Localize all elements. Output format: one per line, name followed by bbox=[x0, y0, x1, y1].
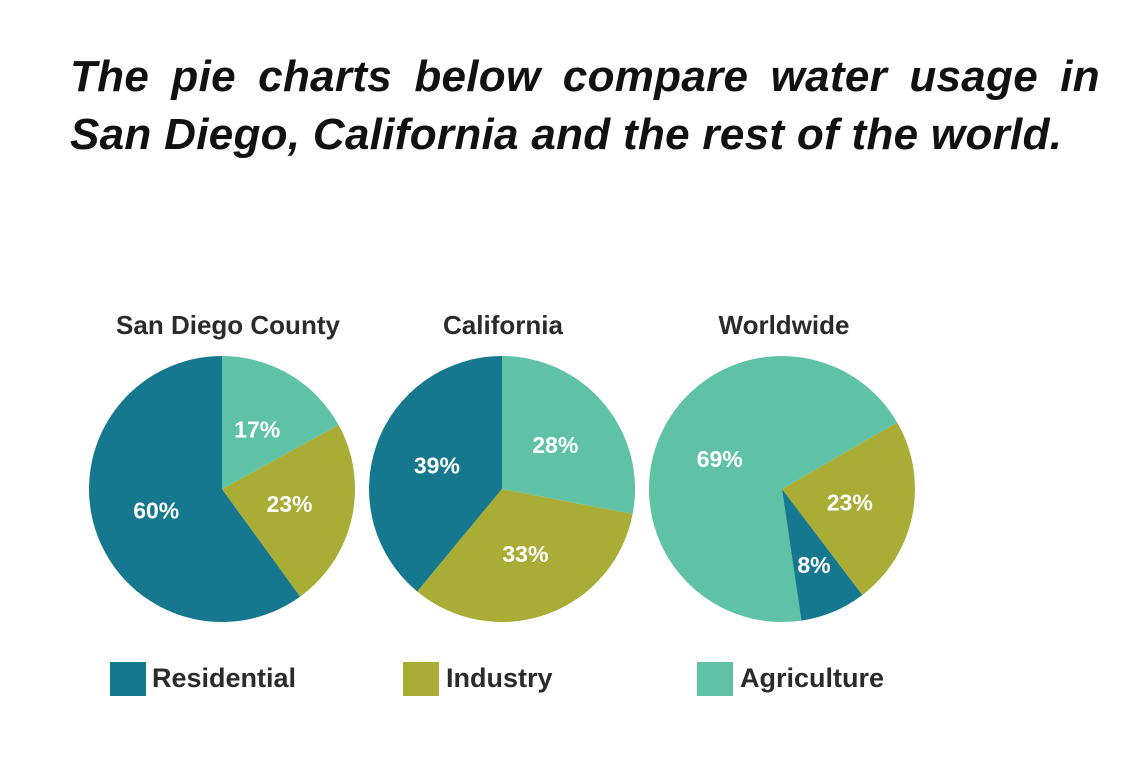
pie-title-worldwide: Worldwide bbox=[719, 310, 850, 340]
pie-title-san-diego-county: San Diego County bbox=[116, 310, 340, 340]
slice-label-california-industry: 33% bbox=[502, 541, 548, 567]
slice-label-worldwide-residential: 8% bbox=[797, 552, 830, 578]
slice-label-worldwide-agriculture: 69% bbox=[697, 446, 743, 472]
pie-slice-worldwide-agriculture bbox=[649, 356, 898, 622]
pie-slice-california-agriculture bbox=[502, 356, 635, 514]
pie-slice-california-industry bbox=[417, 489, 633, 623]
slice-label-san-diego-county-residential: 60% bbox=[133, 497, 179, 523]
slice-label-california-agriculture: 28% bbox=[532, 432, 578, 458]
page-heading: The pie charts below compare water usage… bbox=[70, 52, 1100, 159]
slice-label-san-diego-county-industry: 23% bbox=[266, 491, 312, 517]
slice-label-worldwide-industry: 23% bbox=[827, 490, 873, 516]
pie-slice-san-diego-county-residential bbox=[89, 356, 301, 622]
legend: Residential Industry Agriculture bbox=[110, 662, 884, 696]
pie-chart-worldwide: Worldwide 23% 8% 69% bbox=[649, 310, 916, 622]
pie-chart-california: California 28% 33% 39% bbox=[368, 310, 635, 623]
pie-chart-san-diego-county: San Diego County 17% 23% 60% bbox=[89, 310, 355, 622]
legend-swatch-residential bbox=[110, 662, 146, 696]
pie-slice-worldwide-residential bbox=[782, 489, 863, 621]
pie-slice-worldwide-industry bbox=[782, 422, 916, 595]
slice-label-san-diego-county-agriculture: 17% bbox=[234, 416, 280, 442]
legend-swatch-industry bbox=[403, 662, 439, 696]
pie-slice-san-diego-county-industry bbox=[222, 424, 355, 597]
legend-label-residential: Residential bbox=[152, 663, 296, 693]
slice-label-california-residential: 39% bbox=[414, 453, 460, 479]
pie-charts-figure: San Diego County 17% 23% 60% California 28… bbox=[89, 310, 916, 696]
legend-label-industry: Industry bbox=[446, 663, 553, 693]
legend-label-agriculture: Agriculture bbox=[740, 663, 884, 693]
legend-swatch-agriculture bbox=[697, 662, 733, 696]
pie-slice-san-diego-county-agriculture bbox=[222, 356, 339, 489]
pie-title-california: California bbox=[443, 310, 563, 340]
pie-slice-california-residential bbox=[368, 356, 502, 592]
